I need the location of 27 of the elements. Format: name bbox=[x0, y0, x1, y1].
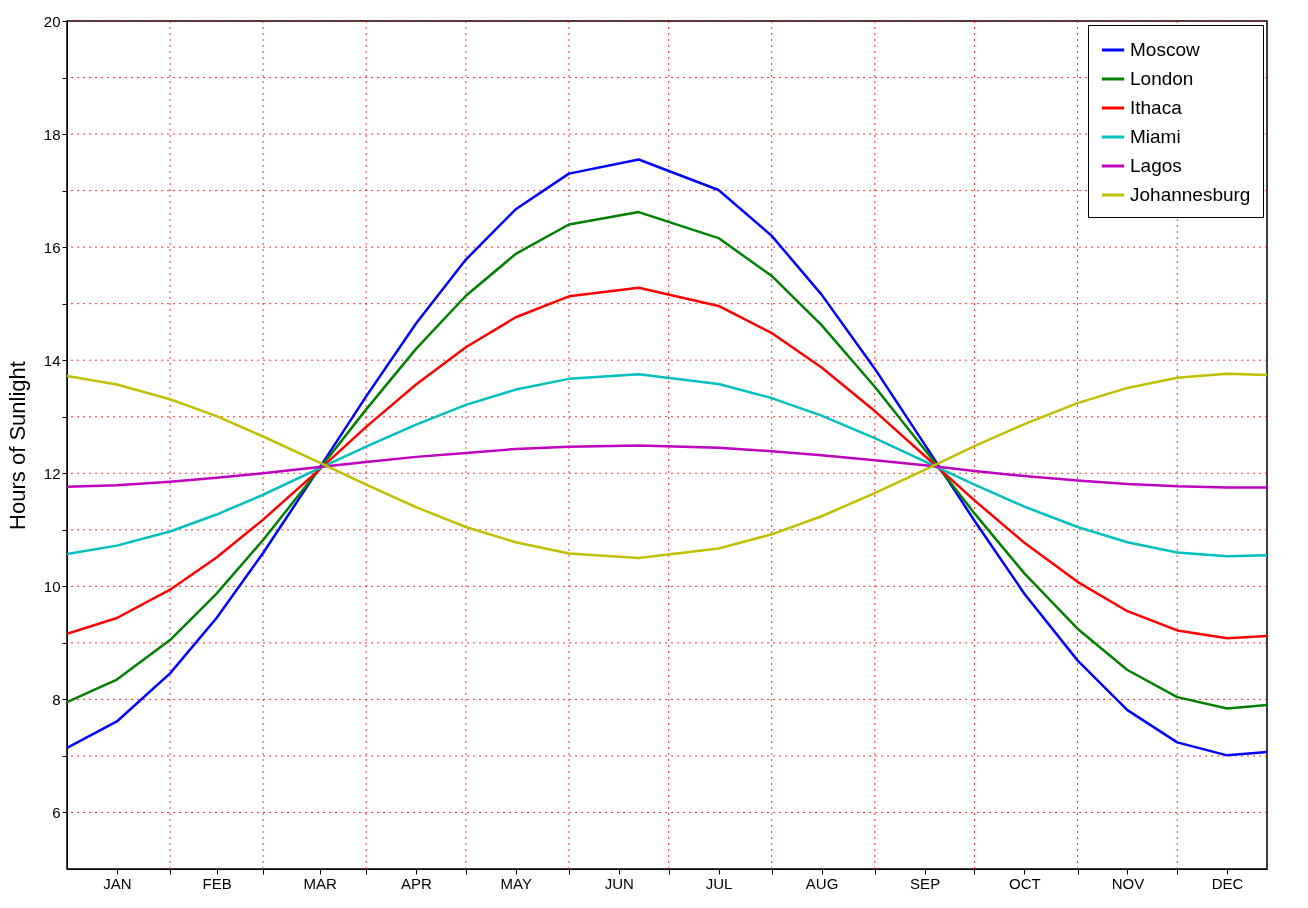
x-tick-label: MAR bbox=[303, 874, 337, 892]
legend-label: London bbox=[1130, 68, 1194, 89]
x-tick-label: JUL bbox=[705, 874, 733, 892]
y-axis-title: Hours of Sunlight bbox=[4, 361, 30, 530]
x-tick-label: FEB bbox=[202, 874, 232, 892]
x-tick-label: NOV bbox=[1111, 874, 1145, 892]
x-tick-label: AUG bbox=[805, 874, 839, 892]
y-tick-label: 10 bbox=[43, 577, 61, 595]
legend-label: Ithaca bbox=[1130, 97, 1183, 118]
y-tick-label: 14 bbox=[43, 351, 61, 369]
x-tick-label: JAN bbox=[103, 874, 132, 892]
y-tick-label: 20 bbox=[43, 12, 61, 30]
x-tick-label: SEP bbox=[910, 874, 941, 892]
y-tick-label: 12 bbox=[43, 464, 61, 482]
legend-label: Moscow bbox=[1130, 39, 1200, 60]
legend-label: Lagos bbox=[1130, 155, 1182, 176]
y-tick-label: 18 bbox=[43, 125, 61, 143]
legend-label: Miami bbox=[1130, 126, 1181, 147]
x-tick-label: MAY bbox=[500, 874, 532, 892]
x-tick-label: OCT bbox=[1009, 874, 1041, 892]
x-tick-label: DEC bbox=[1211, 874, 1244, 892]
y-tick-label: 8 bbox=[52, 690, 61, 708]
legend-label: Johannesburg bbox=[1130, 184, 1251, 205]
x-tick-label: JUN bbox=[604, 874, 634, 892]
y-tick-label: 16 bbox=[43, 238, 61, 256]
y-tick-label: 6 bbox=[52, 803, 61, 821]
x-tick-label: APR bbox=[401, 874, 433, 892]
